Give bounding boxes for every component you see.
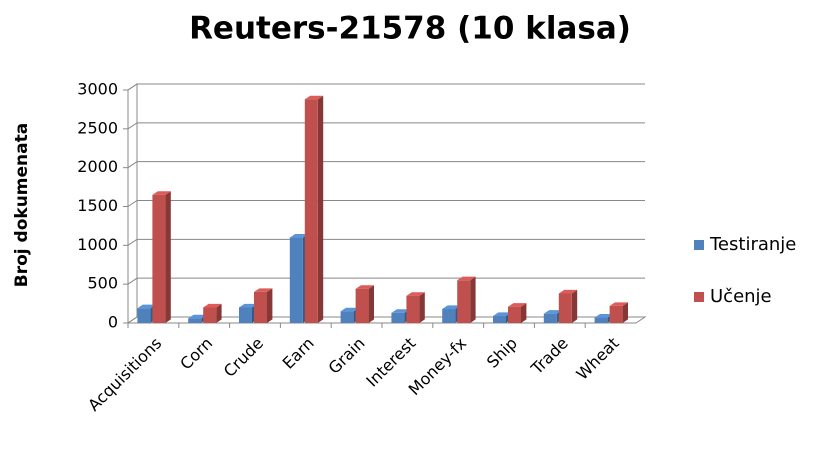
x-tick-label: Trade: [527, 334, 572, 379]
bar: [457, 280, 471, 323]
grid-line: [127, 238, 645, 246]
bar-side: [165, 191, 171, 323]
bar: [137, 308, 151, 323]
grid-line: [127, 277, 645, 285]
bar-group: [203, 303, 222, 323]
y-tick-label: 3000: [77, 80, 118, 99]
bar-top: [239, 303, 258, 308]
bar: [239, 307, 252, 323]
bar-group: [254, 288, 273, 323]
bar: [304, 99, 318, 323]
bar-top: [340, 307, 359, 312]
x-tick-label: Corn: [176, 334, 216, 374]
bar: [442, 309, 456, 323]
bar-group: [304, 95, 324, 323]
legend-swatch: [694, 240, 704, 250]
y-tick-label: 2000: [77, 157, 118, 176]
bar-side: [622, 302, 628, 323]
x-tick-label: Grain: [325, 334, 369, 378]
bar-top: [152, 191, 171, 195]
bar-group: [457, 276, 476, 323]
bar-side: [317, 95, 324, 323]
bar-top: [558, 289, 578, 294]
bar: [594, 317, 608, 323]
bar-group: [558, 289, 578, 323]
bar: [558, 293, 572, 323]
bar-top: [457, 276, 476, 281]
bar-side: [267, 288, 273, 323]
bar: [355, 288, 369, 323]
bar-top: [493, 312, 512, 317]
bar: [609, 305, 623, 323]
bar-top: [508, 303, 527, 307]
bar: [391, 312, 405, 323]
bar-top: [188, 314, 207, 319]
bar: [254, 291, 267, 323]
bar: [406, 295, 420, 323]
y-tick-label: 1000: [77, 235, 118, 254]
bar-side: [368, 285, 374, 323]
bar: [340, 311, 354, 323]
bar-group: [508, 303, 527, 323]
bar: [289, 237, 303, 323]
bar-side: [521, 303, 527, 323]
bar-top: [391, 309, 410, 313]
bar-top: [289, 233, 309, 238]
x-tick-label: Earn: [279, 334, 318, 373]
bar: [493, 316, 506, 323]
x-tick-label: Crude: [220, 334, 267, 381]
bar-top: [442, 305, 461, 310]
bar-top: [543, 310, 563, 314]
bar-side: [216, 303, 222, 323]
bar: [188, 318, 202, 323]
bar-group: [152, 191, 171, 323]
bar-top: [609, 302, 628, 306]
bar-side: [470, 276, 476, 323]
bar-group: [609, 302, 628, 323]
bar-top: [594, 313, 613, 318]
chart-title: Reuters-21578 (10 klasa): [189, 11, 631, 47]
legend-label: Učenje: [710, 286, 772, 307]
grid-line: [127, 83, 645, 91]
bar: [543, 313, 557, 323]
grid-line: [127, 122, 645, 130]
bar-top: [355, 285, 374, 289]
bar-top: [406, 292, 425, 296]
bar-side: [419, 292, 425, 323]
legend-swatch: [694, 292, 704, 302]
y-tick-label: 1500: [77, 196, 118, 215]
y-tick-label: 2500: [77, 118, 118, 137]
bar-group: [406, 292, 425, 323]
grid-line: [127, 161, 645, 169]
grid-line: [127, 200, 645, 207]
bar-group: [355, 285, 374, 323]
x-tick-label: Acquisitions: [84, 334, 165, 415]
grid-line: [127, 316, 645, 324]
bar: [508, 306, 521, 323]
bar-top: [304, 95, 324, 100]
bar-side: [571, 289, 578, 323]
bar: [203, 307, 217, 323]
bar-top: [137, 304, 156, 309]
y-tick-label: 0: [108, 313, 118, 332]
y-axis-label: Broj dokumenata: [12, 123, 32, 287]
y-tick-label: 500: [87, 274, 118, 293]
x-tick-label: Ship: [483, 334, 521, 372]
bar: [152, 194, 166, 323]
bar-top: [203, 303, 222, 308]
x-tick-label: Wheat: [572, 334, 622, 384]
legend-label: Testiranje: [709, 234, 796, 255]
bar-top: [254, 288, 273, 292]
